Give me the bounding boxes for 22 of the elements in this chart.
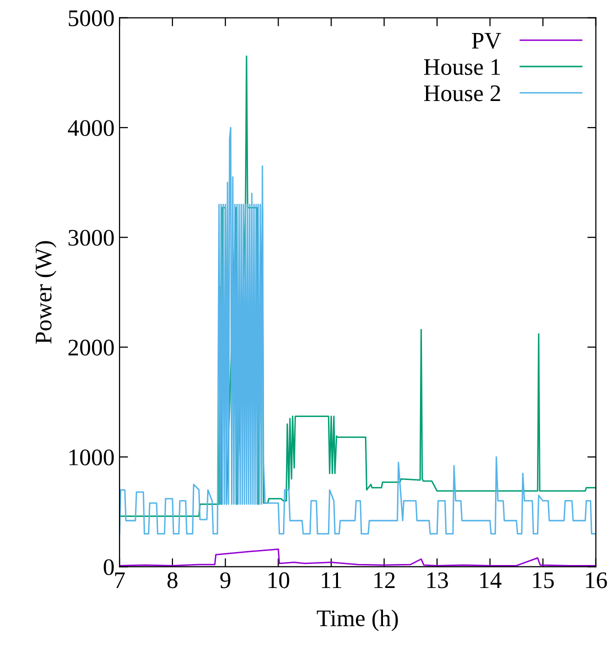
x-tick-label: 16 [586,572,607,588]
y-tick-label: 0 [104,559,114,576]
x-tick-label: 7 [115,572,125,588]
x-tick-label: 10 [268,572,290,588]
x-tick-label: 9 [220,572,230,588]
x-tick-label: 8 [167,572,178,588]
x-tick-label: 14 [480,572,502,588]
y-tick-label: 1000 [70,449,114,466]
x-tick-label: 13 [427,572,448,588]
legend-label: House 1 [424,59,500,75]
y-tick-label: 2000 [68,340,114,356]
y-tick-label: 3000 [68,230,114,246]
y-tick-label: 5000 [68,10,114,26]
line-series [120,126,596,534]
y-axis-title: Power (W) [34,241,56,344]
x-axis-title: Time (h) [316,610,398,632]
x-tick-label: 12 [374,572,395,588]
legend-label: House 2 [424,85,500,102]
x-tick-label: 11 [322,572,342,588]
y-tick-label: 4000 [68,120,114,136]
x-tick-label: 15 [533,572,554,588]
legend-label: PV [472,33,502,49]
